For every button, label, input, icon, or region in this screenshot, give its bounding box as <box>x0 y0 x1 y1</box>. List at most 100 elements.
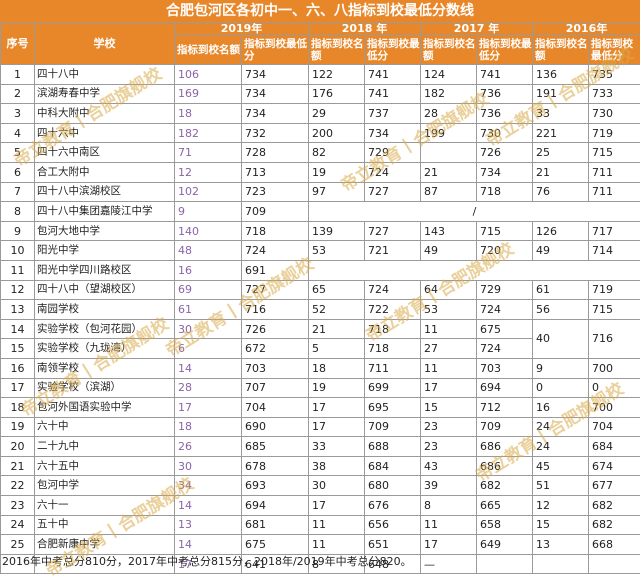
cell-2017-quota: 11 <box>421 358 477 378</box>
cell-2018-quota: 19 <box>309 378 365 398</box>
cell-2018-min: 711 <box>365 358 421 378</box>
cell-2018-quota: 97 <box>309 182 365 202</box>
cell-2017-quota: 8 <box>421 496 477 516</box>
cell-2016-quota: 126 <box>533 221 589 241</box>
cell-2019-quota: 9 <box>175 202 242 222</box>
cell-2017-min: 686 <box>477 437 533 457</box>
cell-2017-min: 724 <box>477 339 533 359</box>
cell-2016-min: 704 <box>589 417 640 437</box>
header-min-2019: 指标到校最低分 <box>242 36 309 65</box>
cell-school: 包河中学 <box>35 476 175 496</box>
cell-2018-min: 695 <box>365 398 421 418</box>
cell-2017-min: 703 <box>477 358 533 378</box>
header-no: 序号 <box>1 23 35 65</box>
cell-2019-quota: 61 <box>175 300 242 320</box>
cell-2018-min: 724 <box>365 162 421 182</box>
cell-2019-quota: 13 <box>175 515 242 535</box>
cell-2017-quota: 28 <box>421 104 477 124</box>
cell-2019-quota: 106 <box>175 65 242 85</box>
table-row: 1 四十八中 106 734 122 741 124 741 136 735 <box>1 65 640 85</box>
cell-2019-quota: 69 <box>175 280 242 300</box>
header-row-years: 序号 学校 2019年 2018 年 2017 年 2016年 <box>1 23 640 36</box>
table-row: 17 实验学校（滨湖） 28 707 19 699 17 694 0 0 <box>1 378 640 398</box>
table-row: 25 合肥新康中学 14 675 11 651 17 649 13 668 <box>1 535 640 555</box>
header-year-2017: 2017 年 <box>421 23 533 36</box>
cell-no: 25 <box>1 535 35 555</box>
cell-no: 24 <box>1 515 35 535</box>
cell-2019-min: 734 <box>242 84 309 104</box>
cell-2019-min: 703 <box>242 358 309 378</box>
cell-2018-quota: 29 <box>309 104 365 124</box>
cell-2016-min-merged: 716 <box>589 319 640 358</box>
cell-2018-quota: 11 <box>309 515 365 535</box>
cell-no: 9 <box>1 221 35 241</box>
cell-2019-min: 727 <box>242 280 309 300</box>
cell-no: 19 <box>1 417 35 437</box>
table-row: 6 合工大附中 12 713 19 724 21 734 21 711 <box>1 162 640 182</box>
cell-2017-quota: 21 <box>421 162 477 182</box>
cell-school: 实验学校（包河花园） <box>35 319 175 339</box>
cell-school: 二十九中 <box>35 437 175 457</box>
cell-2019-quota: 140 <box>175 221 242 241</box>
cell-2016-quota: 12 <box>533 496 589 516</box>
header-quota-2017: 指标到校名额 <box>421 36 477 65</box>
cell-2016-quota-merged: 40 <box>533 319 589 358</box>
cell-2017-min: 686 <box>477 456 533 476</box>
cell-2019-min: 726 <box>242 319 309 339</box>
cell-no: 13 <box>1 300 35 320</box>
cell-2019-quota: 102 <box>175 182 242 202</box>
cell-school: 中科大附中 <box>35 104 175 124</box>
cell-2016-quota: 61 <box>533 280 589 300</box>
cell-2019-min: 718 <box>242 221 309 241</box>
cell-no: 16 <box>1 358 35 378</box>
cell-2016-min: 733 <box>589 84 640 104</box>
cell-2017-quota: 64 <box>421 280 477 300</box>
cell-2017-min: 715 <box>477 221 533 241</box>
cell-2018-quota: 17 <box>309 496 365 516</box>
cell-2019-min: 707 <box>242 378 309 398</box>
cell-2016-quota: 21 <box>533 162 589 182</box>
cell-no: 23 <box>1 496 35 516</box>
cell-empty <box>309 260 640 280</box>
cell-2018-quota: 139 <box>309 221 365 241</box>
cell-2017-quota: 23 <box>421 417 477 437</box>
header-quota-2018: 指标到校名额 <box>309 36 365 65</box>
cell-2018-quota: 11 <box>309 535 365 555</box>
header-year-2019: 2019年 <box>175 23 309 36</box>
cell-2018-quota: 122 <box>309 65 365 85</box>
cell-2018-min: 718 <box>365 339 421 359</box>
cell-no: 21 <box>1 456 35 476</box>
cell-school: 四十六中南区 <box>35 143 175 163</box>
cell-2018-min: 651 <box>365 535 421 555</box>
table-row: 21 六十五中 30 678 38 684 43 686 45 674 <box>1 456 640 476</box>
cell-2018-quota: 18 <box>309 358 365 378</box>
cell-2018-quota: 38 <box>309 456 365 476</box>
table-row: 10 阳光中学 48 724 53 721 49 720 49 714 <box>1 241 640 261</box>
table-row: 19 六十中 18 690 17 709 23 709 24 704 <box>1 417 640 437</box>
cell-2019-min: 693 <box>242 476 309 496</box>
table-row: 20 二十九中 26 685 33 688 23 686 24 684 <box>1 437 640 457</box>
cell-2018-min: 724 <box>365 280 421 300</box>
cell-2019-quota: 16 <box>175 260 242 280</box>
cell-2017-min: 718 <box>477 182 533 202</box>
cell-school: 实验学校（滨湖） <box>35 378 175 398</box>
cell-2018-quota: 21 <box>309 319 365 339</box>
cell-2016-quota: 25 <box>533 143 589 163</box>
cell-2019-min: 690 <box>242 417 309 437</box>
cell-2019-min: 694 <box>242 496 309 516</box>
cell-2018-min: 676 <box>365 496 421 516</box>
cell-2019-min: 732 <box>242 123 309 143</box>
cell-2017-quota: 39 <box>421 476 477 496</box>
cell-2016-min: 684 <box>589 437 640 457</box>
cell-no: 20 <box>1 437 35 457</box>
table-row: 14 实验学校（包河花园） 30 726 21 718 11 675 40 71… <box>1 319 640 339</box>
cell-no: 8 <box>1 202 35 222</box>
header-year-2016: 2016年 <box>533 23 640 36</box>
cell-2018-min: 734 <box>365 123 421 143</box>
cell-school: 合肥新康中学 <box>35 535 175 555</box>
cell-2016-min: 714 <box>589 241 640 261</box>
cell-school: 南园学校 <box>35 300 175 320</box>
cell-2019-quota: 12 <box>175 162 242 182</box>
cell-2018-min: 722 <box>365 300 421 320</box>
